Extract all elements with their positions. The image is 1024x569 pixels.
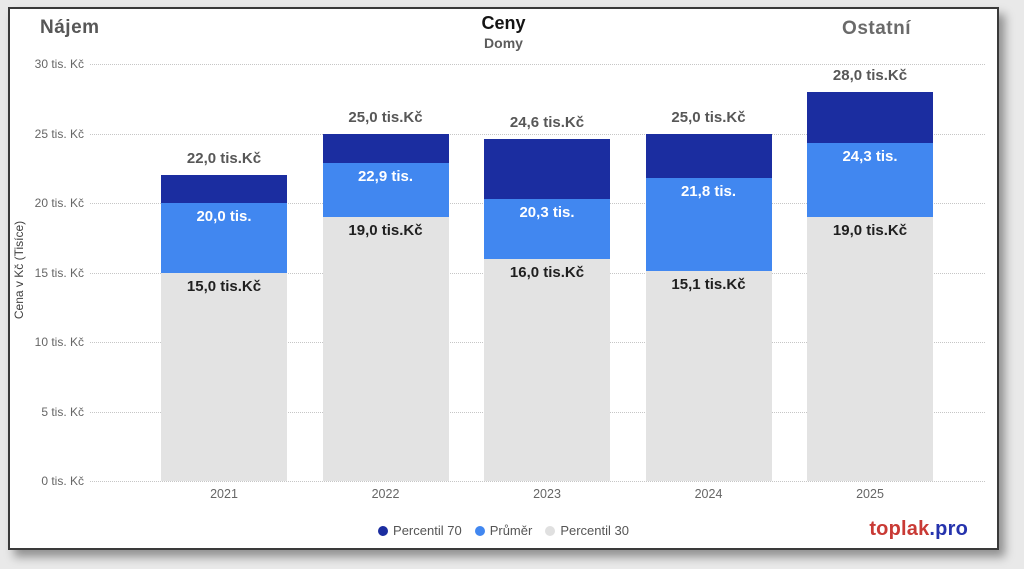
legend-item-průměr[interactable]: Průměr — [474, 523, 533, 538]
x-tick-label-2021: 2021 — [210, 487, 238, 501]
x-tick-label-2023: 2023 — [533, 487, 561, 501]
bar-percentil30-2022[interactable] — [322, 216, 449, 481]
gridline — [90, 481, 985, 482]
x-tick-label-2024: 2024 — [694, 487, 723, 501]
y-tick-label: 10 tis. Kč — [34, 335, 84, 349]
brand-logo-secondary: .pro — [929, 518, 968, 540]
legend-item-percentil-30[interactable]: Percentil 30 — [545, 523, 629, 538]
legend-label: Percentil 70 — [393, 523, 462, 538]
bar-percentil30-2023[interactable] — [484, 258, 610, 481]
legend-label: Percentil 30 — [560, 523, 629, 538]
legend-dot-icon — [474, 525, 485, 536]
page-nav-ostatni[interactable]: Ostatní — [842, 18, 911, 39]
bar-label-percentil70-2021: 22,0 tis.Kč — [186, 150, 262, 168]
y-tick-label: 5 tis. Kč — [41, 404, 84, 419]
y-tick-label: 15 tis. Kč — [34, 265, 84, 280]
legend-label: Průměr — [489, 523, 533, 538]
bar-percentil30-2025[interactable] — [807, 216, 933, 481]
y-tick-label: 20 tis. Kč — [34, 196, 84, 210]
y-tick-label: 30 tis. Kč — [34, 57, 84, 71]
legend-item-percentil-70[interactable]: Percentil 70 — [378, 523, 462, 538]
x-tick-label-2025: 2025 — [856, 487, 884, 501]
bar-label-percentil70-2024: 25,0 tis.Kč — [671, 108, 746, 126]
bar-label-percentil70-2025: 28,0 tis.Kč — [832, 66, 908, 84]
bar-percentil30-2024[interactable] — [645, 271, 772, 481]
bar-label-percentil70-2023: 24,6 tis.Kč — [509, 114, 585, 132]
bar-label-percentil70-2022: 25,0 tis.Kč — [348, 108, 423, 126]
y-tick-label: 25 tis. Kč — [34, 126, 84, 141]
legend-dot-icon — [378, 525, 389, 536]
legend: Percentil 70 Průměr Percentil 30 — [10, 523, 997, 538]
chart-card: Nájem Ceny Domy Ostatní Cena v Kč (Tisíc… — [8, 7, 999, 550]
y-tick-label: 0 tis. Kč — [41, 474, 84, 488]
brand-logo-primary: toplak — [869, 518, 930, 540]
brand-logo[interactable]: toplak.pro — [869, 518, 968, 541]
gridline — [90, 133, 985, 135]
legend-dot-icon — [545, 525, 556, 536]
gridline — [90, 64, 985, 65]
bar-percentil30-2021[interactable] — [161, 272, 287, 481]
x-tick-label-2022: 2022 — [371, 487, 400, 501]
page-nav-najem[interactable]: Nájem — [40, 17, 100, 38]
